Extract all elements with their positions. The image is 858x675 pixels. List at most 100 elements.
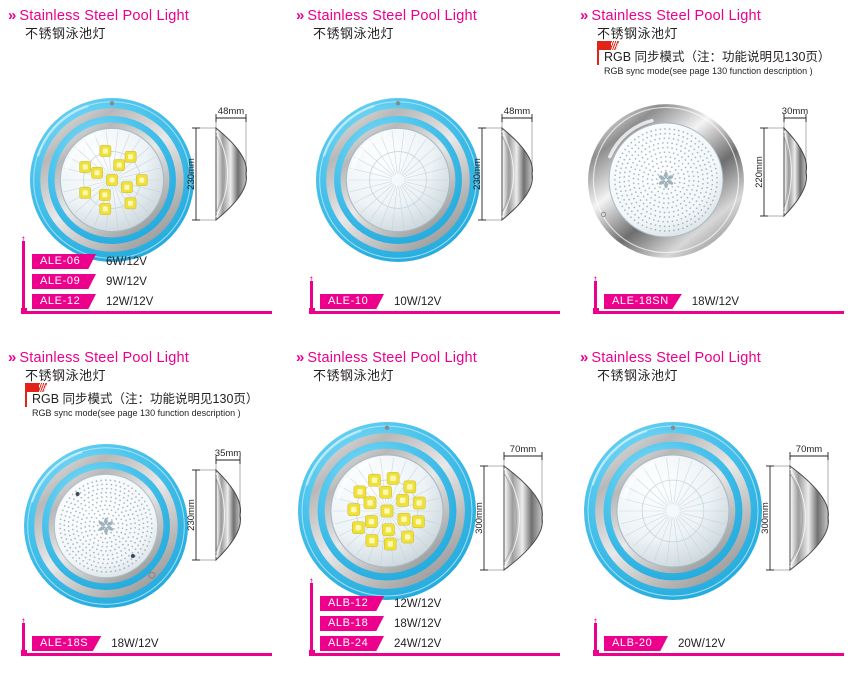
svg-text:48mm: 48mm [504,106,530,117]
product-header: » Stainless Steel Pool Light 不锈钢泳池灯 [296,350,566,384]
dimension-diagram: 230mm 35mm [182,446,278,572]
product-title-en: Stainless Steel Pool Light [307,8,477,24]
product-code-tag: ALE-10 [320,294,384,309]
code-underline [26,653,272,656]
code-rows: ALE-06 6W/12V ALE-09 9W/12V ALE-12 12W/1… [32,253,272,317]
product-title-en: Stainless Steel Pool Light [591,8,761,24]
product-code-row: ALE-12 12W/12V [32,293,272,310]
product-card: » Stainless Steel Pool Light 不锈钢泳池灯 [288,350,566,675]
product-code-row: ALE-10 10W/12V [320,293,560,310]
product-code-tag: ALE-18SN [604,294,682,309]
product-card: » Stainless Steel Pool Light 不锈钢泳池灯 [0,8,278,333]
product-header: » Stainless Steel Pool Light 不锈钢泳池灯 [580,350,850,384]
double-chevron-icon: » [8,349,16,366]
svg-text:48mm: 48mm [218,106,244,117]
pool-light-product-image [314,96,482,264]
product-spec-text: 24W/12V [394,637,442,650]
double-chevron-icon: » [296,349,304,366]
product-spec-text: 20W/12V [678,637,726,650]
pool-light-product-image [28,96,196,264]
rail-dot-icon [20,308,27,314]
product-code-list: ↑ ALB-20 20W/12V [592,615,844,659]
code-underline [26,311,272,314]
double-chevron-icon: » [580,7,588,24]
rail-dot-icon [20,650,27,656]
product-spec-text: 10W/12V [394,295,442,308]
product-code-tag: ALE-09 [32,274,96,289]
product-title-en: Stainless Steel Pool Light [591,350,761,366]
up-arrow-icon: ↑ [592,272,599,286]
product-title-cn: 不锈钢泳池灯 [597,26,679,41]
code-rows: ALE-18S 18W/12V [32,635,272,659]
svg-text:300mm: 300mm [474,502,485,534]
up-arrow-icon: ↑ [20,614,27,628]
svg-text:35mm: 35mm [215,448,241,459]
code-underline [314,653,560,656]
product-code-list: ↑ ALE-06 6W/12V ALE-09 9W/12V ALE-12 12W… [20,233,272,317]
product-code-tag: ALB-12 [320,596,384,611]
product-title-cn: 不锈钢泳池灯 [597,368,679,383]
product-spec-text: 18W/12V [111,637,159,650]
svg-text:300mm: 300mm [760,502,771,534]
product-spec-text: 9W/12V [106,275,147,288]
rgb-note-en: RGB sync mode(see page 130 function desc… [32,408,241,418]
svg-text:70mm: 70mm [510,444,536,455]
product-title-cn: 不锈钢泳池灯 [25,26,107,41]
product-title-row: » Stainless Steel Pool Light [296,350,566,366]
up-arrow-icon: ↑ [308,574,315,588]
double-chevron-icon: » [296,7,304,24]
product-header: » Stainless Steel Pool Light 不锈钢泳池灯 [8,8,278,42]
code-rail [594,623,597,653]
product-title-en: Stainless Steel Pool Light [19,8,189,24]
rail-dot-icon [592,308,599,314]
svg-text:230mm: 230mm [186,158,197,190]
up-arrow-icon: ↑ [592,614,599,628]
pool-light-product-image [582,420,764,602]
code-rail [22,623,25,653]
product-code-list: ↑ ALE-10 10W/12V [308,273,560,317]
code-rail [22,241,25,311]
product-code-row: ALB-18 18W/12V [320,615,560,632]
rgb-sync-note: RGB 同步模式（注：功能说明见130页） RGB sync mode(see … [25,383,275,419]
rgb-flag-icon [597,41,619,50]
product-card: » Stainless Steel Pool Light 不锈钢泳池灯 [572,350,850,675]
product-title-row: » Stainless Steel Pool Light [8,8,278,24]
product-title-en: Stainless Steel Pool Light [19,350,189,366]
product-code-row: ALE-09 9W/12V [32,273,272,290]
product-code-tag: ALE-18S [32,636,102,651]
product-title-cn: 不锈钢泳池灯 [25,368,107,383]
product-title-cn: 不锈钢泳池灯 [313,26,395,41]
dimension-diagram: 300mm 70mm [756,442,852,582]
code-underline [314,311,560,314]
product-code-row: ALB-20 20W/12V [604,635,844,652]
product-code-list: ↑ ALB-12 12W/12V ALB-18 18W/12V ALB-24 2… [308,575,560,659]
product-code-row: ALE-18SN 18W/12V [604,293,844,310]
code-rows: ALB-20 20W/12V [604,635,844,659]
product-title-row: » Stainless Steel Pool Light [580,350,850,366]
rail-dot-icon [592,650,599,656]
code-rows: ALE-10 10W/12V [320,293,560,317]
rgb-flag-icon [25,383,47,392]
product-spec-text: 12W/12V [394,597,442,610]
product-card: » Stainless Steel Pool Light 不锈钢泳池灯 RGB … [0,350,278,675]
product-code-row: ALE-18S 18W/12V [32,635,272,652]
svg-text:70mm: 70mm [796,444,822,455]
product-code-tag: ALB-24 [320,636,384,651]
product-spec-text: 18W/12V [394,617,442,630]
code-rows: ALB-12 12W/12V ALB-18 18W/12V ALB-24 24W… [320,595,560,659]
rail-dot-icon [308,308,315,314]
rgb-sync-note: RGB 同步模式（注：功能说明见130页） RGB sync mode(see … [597,41,847,77]
code-rail [594,281,597,311]
product-code-list: ↑ ALE-18S 18W/12V [20,615,272,659]
product-code-tag: ALB-18 [320,616,384,631]
svg-text:220mm: 220mm [754,156,765,188]
up-arrow-icon: ↑ [20,232,27,246]
product-title-cn: 不锈钢泳池灯 [313,368,395,383]
product-spec-text: 18W/12V [691,295,740,308]
product-title-row: » Stainless Steel Pool Light [296,8,566,24]
product-code-row: ALE-06 6W/12V [32,253,272,270]
product-title-en: Stainless Steel Pool Light [307,350,477,366]
up-arrow-icon: ↑ [308,272,315,286]
code-rows: ALE-18SN 18W/12V [604,293,844,317]
